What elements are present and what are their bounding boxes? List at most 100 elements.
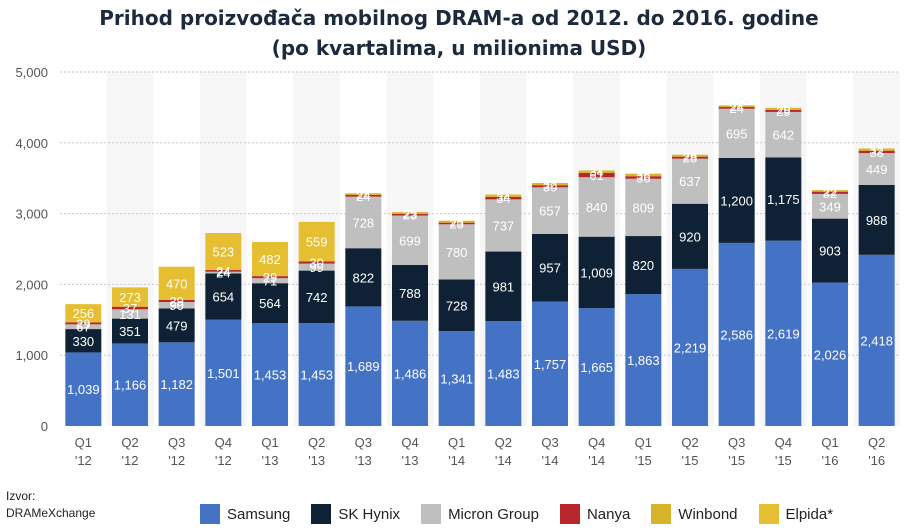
data-label: 2,619 bbox=[767, 326, 800, 341]
data-label: 695 bbox=[726, 126, 748, 141]
x-tick-label: Q4 bbox=[401, 435, 418, 450]
bar-segment bbox=[345, 306, 382, 426]
bar-segment bbox=[532, 187, 568, 234]
bar-segment bbox=[205, 232, 242, 271]
legend-label: Elpida* bbox=[785, 505, 834, 523]
bar-segment bbox=[578, 170, 615, 173]
bar-segment bbox=[158, 299, 195, 303]
legend-swatch bbox=[421, 504, 442, 524]
data-label: 728 bbox=[446, 298, 468, 313]
y-axis: 0 1,000 2,000 3,000 4,000 5,000 bbox=[15, 65, 48, 434]
data-label: 131 bbox=[119, 307, 141, 322]
data-label: 28 bbox=[449, 215, 463, 230]
source-name: DRAMeXchange bbox=[6, 506, 96, 520]
data-label: 2,586 bbox=[720, 327, 753, 342]
x-tick-label-year: '13 bbox=[308, 453, 325, 468]
legend-item[interactable]: Micron Group bbox=[421, 504, 539, 524]
bar-segment bbox=[158, 342, 195, 426]
legend: Samsung SK Hynix Micron Group Nanya Winbond E… bbox=[200, 501, 854, 527]
data-label: 1,863 bbox=[627, 353, 660, 368]
bar-segment bbox=[205, 270, 242, 272]
x-tick-label: Q2 bbox=[308, 435, 325, 450]
data-label: 1,665 bbox=[580, 360, 613, 375]
data-label: 34 bbox=[496, 189, 510, 204]
bar-segment bbox=[765, 111, 802, 158]
bar-segment bbox=[252, 241, 288, 277]
x-tick-label-year: '12 bbox=[75, 453, 92, 468]
bar-segment bbox=[438, 222, 475, 225]
bar-segment bbox=[485, 321, 522, 426]
bar-segment bbox=[112, 318, 148, 344]
x-tick-label-year: '13 bbox=[355, 453, 372, 468]
data-label: 1,483 bbox=[487, 367, 520, 382]
legend-item[interactable]: Winbond bbox=[651, 504, 738, 524]
bar-segment bbox=[438, 220, 475, 223]
bar-segment bbox=[205, 271, 242, 274]
data-label: 2,219 bbox=[674, 340, 707, 355]
legend-label: SK Hynix bbox=[338, 505, 401, 523]
bar-segment bbox=[532, 185, 568, 188]
data-label: 470 bbox=[166, 276, 188, 291]
bar-segment bbox=[578, 177, 615, 237]
bar-segment bbox=[485, 196, 522, 200]
bar-segment bbox=[392, 215, 428, 266]
legend-item[interactable]: Nanya bbox=[559, 504, 631, 524]
x-tick-label: Q1 bbox=[448, 435, 465, 450]
source-label: Izvor: bbox=[6, 489, 36, 503]
bar-segment bbox=[298, 221, 335, 262]
bar-segment bbox=[485, 199, 522, 252]
data-label: 24 bbox=[216, 266, 230, 281]
x-tick-label-year: '16 bbox=[822, 453, 839, 468]
data-label: 33 bbox=[869, 145, 883, 160]
bar-segment bbox=[718, 242, 755, 426]
data-label: 559 bbox=[306, 235, 328, 250]
bar-segment bbox=[765, 107, 802, 110]
legend-item[interactable]: Samsung bbox=[200, 504, 290, 524]
bar-segment bbox=[112, 306, 148, 310]
data-label: 23 bbox=[403, 208, 417, 223]
data-label: 788 bbox=[399, 286, 421, 301]
data-label: 24 bbox=[729, 99, 743, 114]
bar-segment bbox=[392, 213, 428, 216]
legend-item[interactable]: SK Hynix bbox=[311, 504, 400, 524]
x-tick-label: Q4 bbox=[775, 435, 792, 450]
data-label: 564 bbox=[259, 296, 281, 311]
data-label: 30 bbox=[543, 179, 557, 194]
data-label: 820 bbox=[632, 258, 654, 273]
legend-swatch bbox=[200, 504, 220, 524]
bars bbox=[65, 105, 895, 426]
data-label: 988 bbox=[866, 213, 888, 228]
legend-label: Micron Group bbox=[448, 505, 539, 523]
x-tick-label-year: '14 bbox=[542, 453, 559, 468]
bar-segment bbox=[485, 194, 522, 197]
data-label: 32 bbox=[543, 177, 557, 192]
data-label: 822 bbox=[352, 270, 374, 285]
bar-segment bbox=[392, 212, 428, 214]
x-tick-label-year: '15 bbox=[775, 453, 792, 468]
data-label: 1,486 bbox=[394, 366, 427, 381]
legend-item[interactable]: Elpida* bbox=[758, 504, 834, 524]
x-tick-label-year: '14 bbox=[495, 453, 512, 468]
data-label: 449 bbox=[866, 162, 888, 177]
data-label: 330 bbox=[72, 334, 94, 349]
x-tick-label: Q3 bbox=[728, 435, 745, 450]
bar-segment bbox=[252, 283, 288, 324]
data-label: 699 bbox=[399, 233, 421, 248]
bar-segment bbox=[392, 320, 428, 426]
data-label: 28 bbox=[683, 149, 697, 164]
bar-segment bbox=[625, 178, 662, 237]
y-tick-label: 0 bbox=[41, 419, 48, 434]
bar-segment bbox=[672, 203, 708, 269]
data-label: 24 bbox=[216, 264, 230, 279]
data-label: 1,453 bbox=[300, 368, 333, 383]
data-label: 1,175 bbox=[767, 192, 800, 207]
bar-segment bbox=[765, 109, 802, 112]
data-label: 2,418 bbox=[860, 333, 893, 348]
legend-label: Nanya bbox=[586, 505, 631, 523]
x-axis: Q1 '12 Q2 '12 Q3 '12 Q4 '12 Q1 '13 Q2 '13 Q3 '13 Q4 '13… bbox=[75, 435, 886, 468]
bar-segment bbox=[718, 108, 755, 158]
bar-segment bbox=[345, 194, 382, 197]
bar-segment bbox=[812, 190, 848, 192]
data-label: 273 bbox=[119, 290, 141, 305]
